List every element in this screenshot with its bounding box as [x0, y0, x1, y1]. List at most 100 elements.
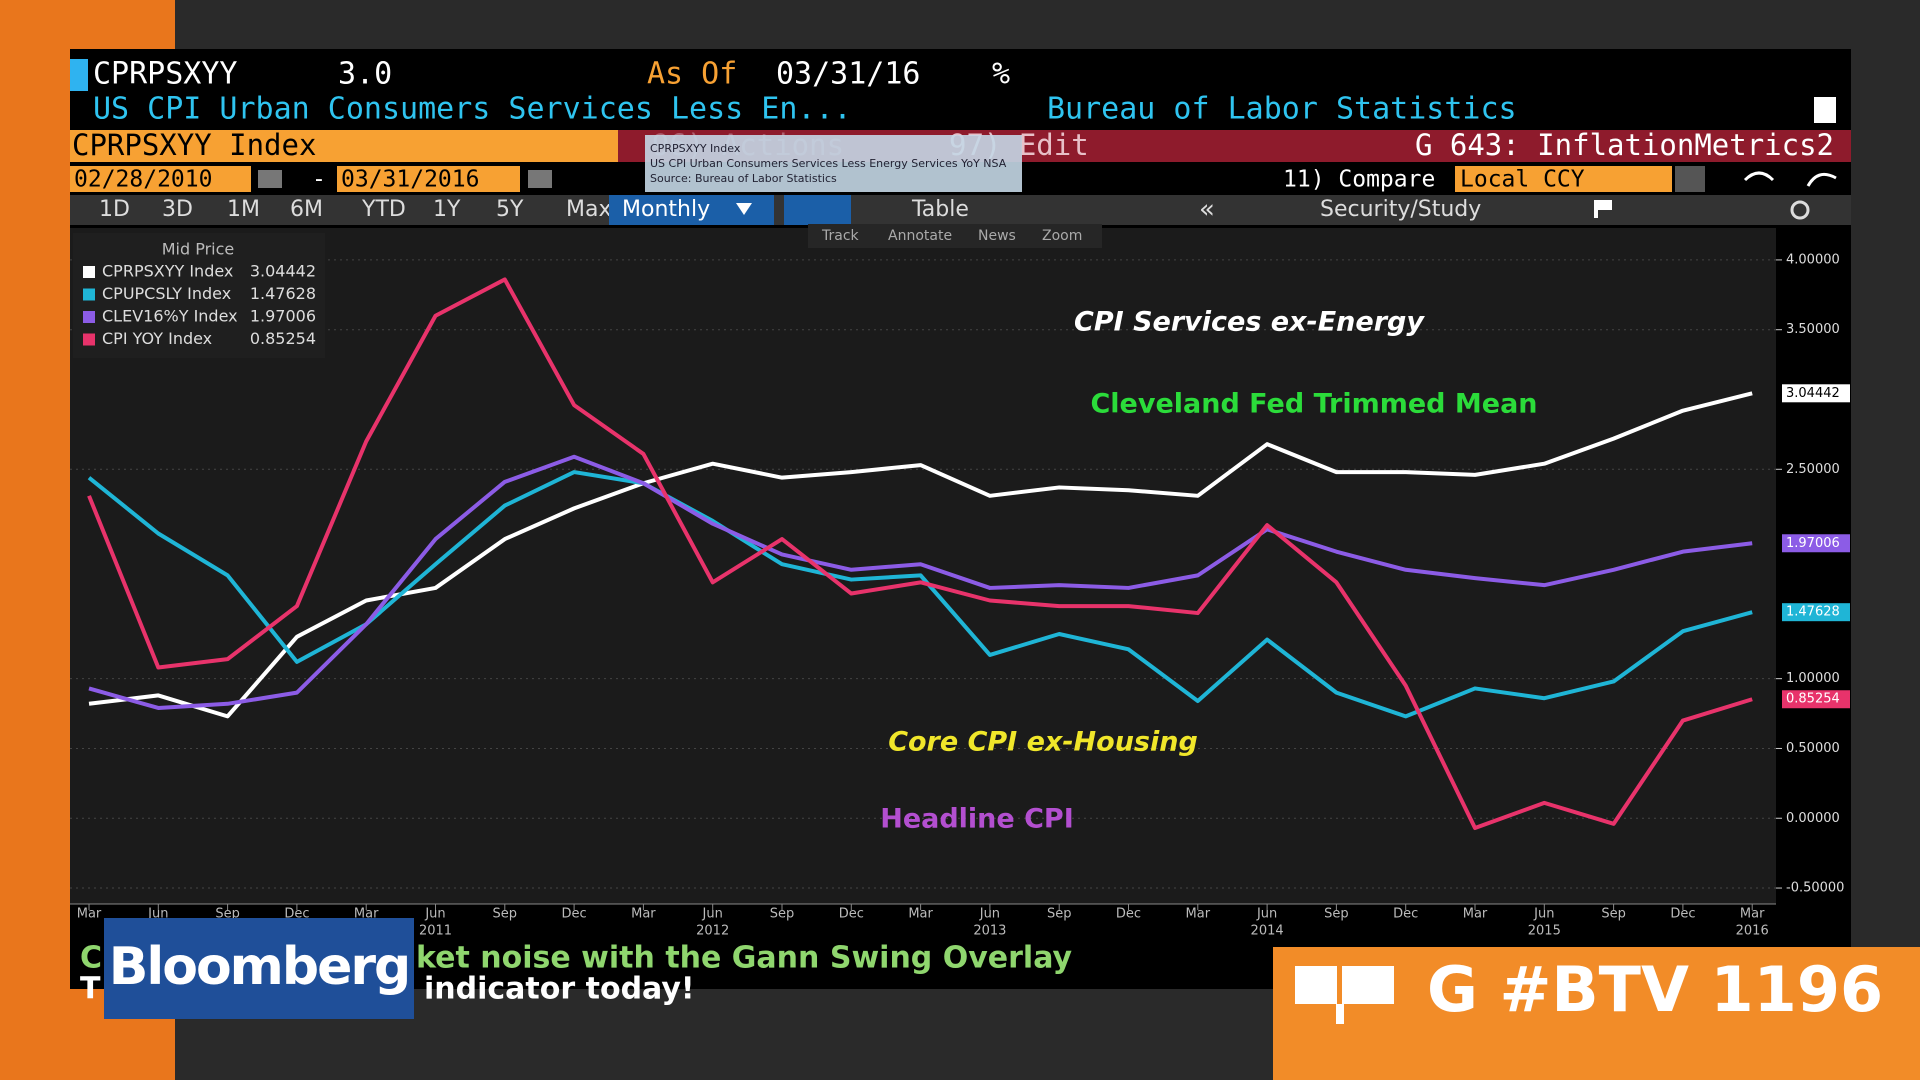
currency[interactable]: Local CCY	[1460, 167, 1585, 193]
y-tick-label: 2.50000	[1786, 462, 1840, 477]
study-button[interactable]: Security/Study	[1320, 197, 1481, 222]
tooltip	[645, 135, 1022, 192]
legend-label: CPI YOY Index	[102, 329, 212, 348]
logo: Bloomberg	[109, 937, 409, 997]
range-button[interactable]: 6M	[290, 197, 323, 222]
x-tick-label: Sep	[1601, 907, 1626, 922]
x-tick-label: Jun	[424, 907, 445, 922]
x-tick-label: Sep	[1324, 907, 1349, 922]
tooltip-title: CPRPSXYY Index	[650, 142, 741, 155]
legend-swatch	[83, 311, 95, 323]
range-button[interactable]: 1M	[227, 197, 260, 222]
settings-icon[interactable]	[1790, 200, 1810, 220]
last-value-flag	[1782, 690, 1850, 709]
x-tick-label: Sep	[493, 907, 518, 922]
tool-strip	[808, 224, 1102, 248]
screen-icon	[1342, 966, 1394, 1004]
y-tick-label: 1.00000	[1786, 671, 1840, 686]
legend-label: CLEV16%Y Index	[102, 307, 238, 326]
redo-icon[interactable]	[1806, 172, 1837, 187]
source: Bureau of Labor Statistics	[1047, 92, 1517, 127]
currency-box[interactable]	[1455, 166, 1672, 192]
range-button[interactable]: 1Y	[433, 197, 461, 222]
last-value-flag	[1782, 534, 1850, 553]
table-button[interactable]: Table	[911, 197, 969, 222]
range-button[interactable]: 1D	[99, 197, 130, 222]
legend-value: 1.47628	[250, 284, 316, 303]
currency-dropdown[interactable]	[1675, 166, 1705, 192]
range-button[interactable]: 3D	[162, 197, 193, 222]
function-name: G 643: InflationMetrics2	[1415, 128, 1834, 162]
last-value-flag	[1782, 384, 1850, 403]
last-value-label: 1.47628	[1786, 605, 1840, 620]
legend-swatch	[83, 288, 95, 301]
y-tick-label: -0.50000	[1786, 881, 1844, 896]
end-date-box[interactable]	[337, 166, 520, 192]
x-tick-label: Sep	[1047, 907, 1072, 922]
legend-value: 0.85254	[250, 329, 316, 348]
x-tick-label: Dec	[284, 907, 309, 922]
screen-icon	[1295, 966, 1337, 1004]
x-tick-label: Mar	[354, 907, 379, 922]
series-line	[88, 391, 1753, 719]
x-year-label: 2013	[973, 924, 1006, 939]
tape-text: ket noise with the Gann Swing Overlay	[416, 941, 1073, 976]
tape-start: T	[80, 972, 101, 1007]
legend-swatch	[83, 333, 95, 346]
channel: G #BTV 1196	[1427, 953, 1883, 1026]
tape-text: indicator today!	[424, 972, 695, 1007]
flag-icon[interactable]	[1598, 200, 1612, 210]
x-tick-label: Jun	[1256, 907, 1277, 922]
range-button[interactable]: 5Y	[496, 197, 524, 222]
undo-icon[interactable]	[1743, 171, 1775, 182]
y-tick-label: 0.50000	[1786, 741, 1840, 756]
date-separator: -	[312, 167, 326, 193]
flag-icon[interactable]	[1594, 200, 1598, 218]
x-tick-label: Mar	[1740, 907, 1765, 922]
chart-type-button[interactable]	[784, 195, 851, 225]
security-bar	[70, 130, 618, 162]
tooltip-source: Source: Bureau of Labor Statistics	[650, 172, 837, 185]
end-date[interactable]: 03/31/2016	[341, 167, 479, 193]
tool-button[interactable]: Track	[821, 228, 860, 244]
range-button[interactable]: Max	[566, 197, 611, 222]
as-of-date: 03/31/16	[776, 57, 921, 92]
start-date-box[interactable]	[70, 166, 251, 192]
compare[interactable]: 11) Compare	[1283, 167, 1435, 193]
range-button[interactable]: YTD	[361, 197, 406, 222]
legend	[73, 233, 325, 358]
legend-title: Mid Price	[162, 240, 235, 259]
export-icon[interactable]	[1814, 97, 1836, 123]
last-value-label: 3.04442	[1786, 386, 1840, 401]
last-price: 3.0	[338, 57, 392, 92]
tool-button[interactable]: Zoom	[1042, 228, 1082, 244]
x-tick-label: Dec	[839, 907, 864, 922]
as-of-label: As Of	[647, 57, 737, 92]
annotation: Cleveland Fed Trimmed Mean	[1090, 389, 1537, 420]
collapse-button[interactable]: «	[1199, 195, 1215, 225]
annotation: Core CPI ex-Housing	[888, 727, 1198, 758]
legend-label: CPRPSXYY Index	[102, 262, 233, 281]
legend-label: CPUPCSLY Index	[102, 284, 231, 303]
x-tick-label: Sep	[770, 907, 795, 922]
period[interactable]: Monthly	[622, 197, 710, 222]
x-year-label: 2011	[419, 924, 452, 939]
calendar-icon[interactable]	[258, 170, 282, 188]
toolbar	[70, 195, 1851, 225]
start-date[interactable]: 02/28/2010	[74, 167, 212, 193]
x-tick-label: Mar	[908, 907, 933, 922]
x-tick-label: Jun	[147, 907, 168, 922]
tool-button[interactable]: News	[978, 228, 1016, 244]
tooltip-name: US CPI Urban Consumers Services Less Ene…	[650, 157, 1007, 170]
logo-box	[104, 918, 414, 1019]
y-tick-label: 4.00000	[1786, 252, 1840, 267]
security: CPRPSXYY Index	[72, 128, 316, 162]
calendar-icon[interactable]	[528, 170, 552, 188]
tape-start: C	[80, 941, 102, 976]
x-tick-label: Dec	[562, 907, 587, 922]
x-tick-label: Jun	[1533, 907, 1554, 922]
x-tick-label: Mar	[77, 907, 102, 922]
x-tick-label: Mar	[1463, 907, 1488, 922]
tool-button[interactable]: Annotate	[888, 228, 952, 244]
